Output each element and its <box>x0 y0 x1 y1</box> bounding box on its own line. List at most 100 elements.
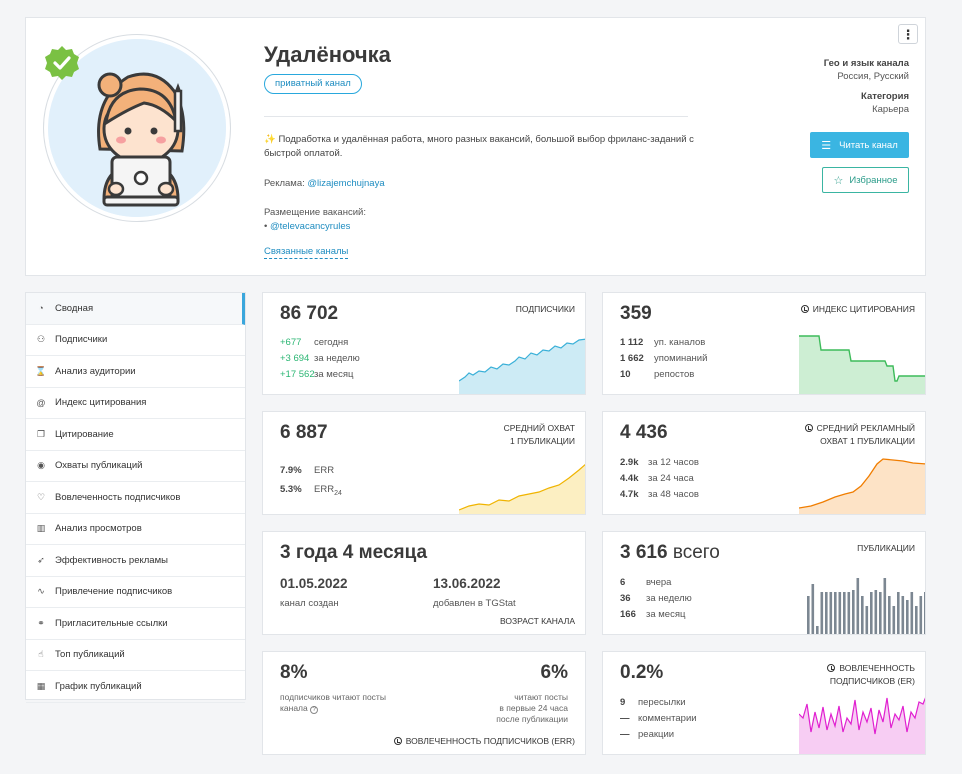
channel-avatar <box>44 35 230 221</box>
ads-label: Реклама: <box>264 178 305 189</box>
subscribers-count: 86 702 <box>280 303 339 324</box>
publication-bar <box>919 596 923 634</box>
channel-title: Удалёночка <box>264 42 391 67</box>
girl-laptop-illustration <box>48 39 226 217</box>
clock-icon <box>800 305 809 313</box>
publication-bar <box>883 578 887 634</box>
publication-bar <box>924 592 925 634</box>
clock-icon <box>827 664 836 672</box>
sidebar-item[interactable]: ▦ График публикаций <box>26 671 245 703</box>
read-channel-button[interactable]: ☰ Читать канал <box>810 132 909 158</box>
er-label: ВОВЛЕЧЕННОСТЬ ПОДПИСЧИКОВ (ER) <box>827 662 915 688</box>
added-label: добавлен в TGStat <box>433 598 516 609</box>
sidebar-item-label: Цитирование <box>55 428 114 440</box>
publication-bar <box>838 592 842 634</box>
channel-age-label: ВОЗРАСТ КАНАЛА <box>500 616 575 626</box>
related-channels-link[interactable]: Связанные каналы <box>264 246 349 259</box>
publication-bar <box>915 606 918 634</box>
publication-bar <box>825 592 828 634</box>
info-icon[interactable]: ? <box>310 706 319 714</box>
star-icon: ☆ <box>833 174 844 187</box>
readers-desc: подписчиков читают посты канала ? <box>280 692 386 714</box>
channel-description: ✨ Подработка и удалённая работа, много р… <box>264 133 704 161</box>
geo-value: Россия, Русский <box>837 71 909 82</box>
sidebar-item[interactable]: ◉ Охваты публикаций <box>26 451 245 482</box>
stat-row: +677 сегодня <box>280 337 349 348</box>
channel-age-value: 3 года 4 месяца <box>280 542 428 563</box>
publication-bar <box>843 592 846 634</box>
err-row: 7.9% ERR <box>280 465 335 476</box>
sidebar-item[interactable]: ⚇ Подписчики <box>26 325 245 356</box>
quote-icon: ❐ <box>36 428 46 439</box>
er-value: 0.2% <box>620 662 664 683</box>
added-date: 13.06.2022 <box>433 576 501 591</box>
stat-row: 1 662 упоминаний <box>620 353 708 364</box>
favorite-label: Избранное <box>849 174 898 186</box>
sidebar-item[interactable]: ▥ Анализ просмотров <box>26 514 245 545</box>
publication-bar <box>865 606 869 634</box>
avg-reach-card[interactable]: 6 887 СРЕДНИЙ ОХВАТ 1 ПУБЛИКАЦИИ 7.9% ERR … <box>262 411 586 515</box>
sidebar-item-label: Анализ аудитории <box>55 365 136 377</box>
kebab-icon: ⋮ <box>901 26 915 42</box>
created-label: канал создан <box>280 598 339 609</box>
publication-bar <box>852 590 855 634</box>
stat-row: 36 за неделю <box>620 593 692 604</box>
category-label: Категория <box>861 91 909 102</box>
stat-row: 4.7k за 48 часов <box>620 489 699 500</box>
more-menu-button[interactable]: ⋮ <box>898 24 918 44</box>
subscribers-card[interactable]: 86 702 ПОДПИСЧИКИ +677 сегодня +3 694 за н… <box>262 292 586 395</box>
stat-row: +3 694 за неделю <box>280 353 360 364</box>
citation-index-card[interactable]: 359 ИНДЕКС ЦИТИРОВАНИЯ 1 112 уп. каналов … <box>602 292 926 395</box>
sidebar-item[interactable]: ☝ Топ публикаций <box>26 640 245 671</box>
heart-icon: ♡ <box>36 491 46 502</box>
sidebar-item[interactable]: ⚭ Пригласительные ссылки <box>26 608 245 640</box>
link-icon: ⚭ <box>37 617 45 628</box>
verified-badge-icon <box>45 46 79 80</box>
sidebar-item-label: Индекс цитирования <box>55 397 147 409</box>
sidebar-item-label: Пригласительные ссылки <box>55 617 168 629</box>
rocket-icon: ➶ <box>37 554 45 565</box>
clock-icon <box>804 424 813 432</box>
citation-index-label: ИНДЕКС ЦИТИРОВАНИЯ <box>800 303 915 316</box>
read-channel-label: Читать канал <box>839 139 898 151</box>
avg-reach-label: СРЕДНИЙ ОХВАТ 1 ПУБЛИКАЦИИ <box>503 423 575 446</box>
publications-bar-chart <box>807 578 925 634</box>
publications-card[interactable]: 3 616 всего ПУБЛИКАЦИИ 6 вчера 36 за недел… <box>602 531 926 635</box>
channel-profile-card: ⋮ <box>25 17 926 276</box>
er-sparkline <box>799 697 925 754</box>
subscribers-sparkline <box>459 338 585 394</box>
sidebar-item-label: Охваты публикаций <box>55 460 143 472</box>
citation-index-value: 359 <box>620 303 652 324</box>
sidebar-item[interactable]: ⌛ Анализ аудитории <box>26 356 245 388</box>
ad-reach-value: 4 436 <box>620 422 668 443</box>
list-icon: ☰ <box>821 139 832 152</box>
subscribers-label: ПОДПИСЧИКИ <box>515 304 575 314</box>
sidebar-item[interactable]: ➶ Эффективность рекламы <box>26 545 245 577</box>
at-icon: @ <box>36 397 46 408</box>
sidebar-item-label: Привлечение подписчиков <box>55 586 173 598</box>
vacancies-contact-link[interactable]: @televacancyrules <box>269 221 351 232</box>
publications-label: ПУБЛИКАЦИИ <box>857 543 915 553</box>
sidebar-item[interactable]: ❐ Цитирование <box>26 419 245 451</box>
first-day-desc: читают посты в первые 24 часа после публ… <box>496 692 568 724</box>
publication-bar <box>834 592 837 634</box>
vacancies-label: Размещение вакансий: <box>264 207 366 218</box>
vacancies-contact: • @televacancyrules <box>264 221 350 232</box>
err24-row: 5.3% ERR24 <box>280 484 342 497</box>
sidebar-item[interactable]: @ Индекс цитирования <box>26 388 245 419</box>
publication-bar <box>856 578 860 634</box>
favorite-button[interactable]: ☆ Избранное <box>822 167 909 193</box>
sidebar-item[interactable]: ◔ Сводная <box>26 293 245 325</box>
engagement-err-card: 8% подписчиков читают посты канала ? 6% … <box>262 651 586 755</box>
publication-bar <box>829 592 833 634</box>
ads-contact-link[interactable]: @lizajemchujnaya <box>307 178 385 189</box>
ad-reach-card[interactable]: 4 436 СРЕДНИЙ РЕКЛАМНЫЙ ОХВАТ 1 ПУБЛИКАЦИ… <box>602 411 926 515</box>
engagement-er-card[interactable]: 0.2% ВОВЛЕЧЕННОСТЬ ПОДПИСЧИКОВ (ER) 9 пере… <box>602 651 926 755</box>
stat-row: 10 репостов <box>620 369 695 380</box>
trend-icon: ∿ <box>37 586 45 597</box>
divider <box>264 116 688 117</box>
sidebar-item[interactable]: ♡ Вовлеченность подписчиков <box>26 482 245 514</box>
publication-bar <box>901 596 905 634</box>
sidebar-item[interactable]: ∿ Привлечение подписчиков <box>26 577 245 608</box>
category-link[interactable]: Карьера <box>872 104 909 115</box>
